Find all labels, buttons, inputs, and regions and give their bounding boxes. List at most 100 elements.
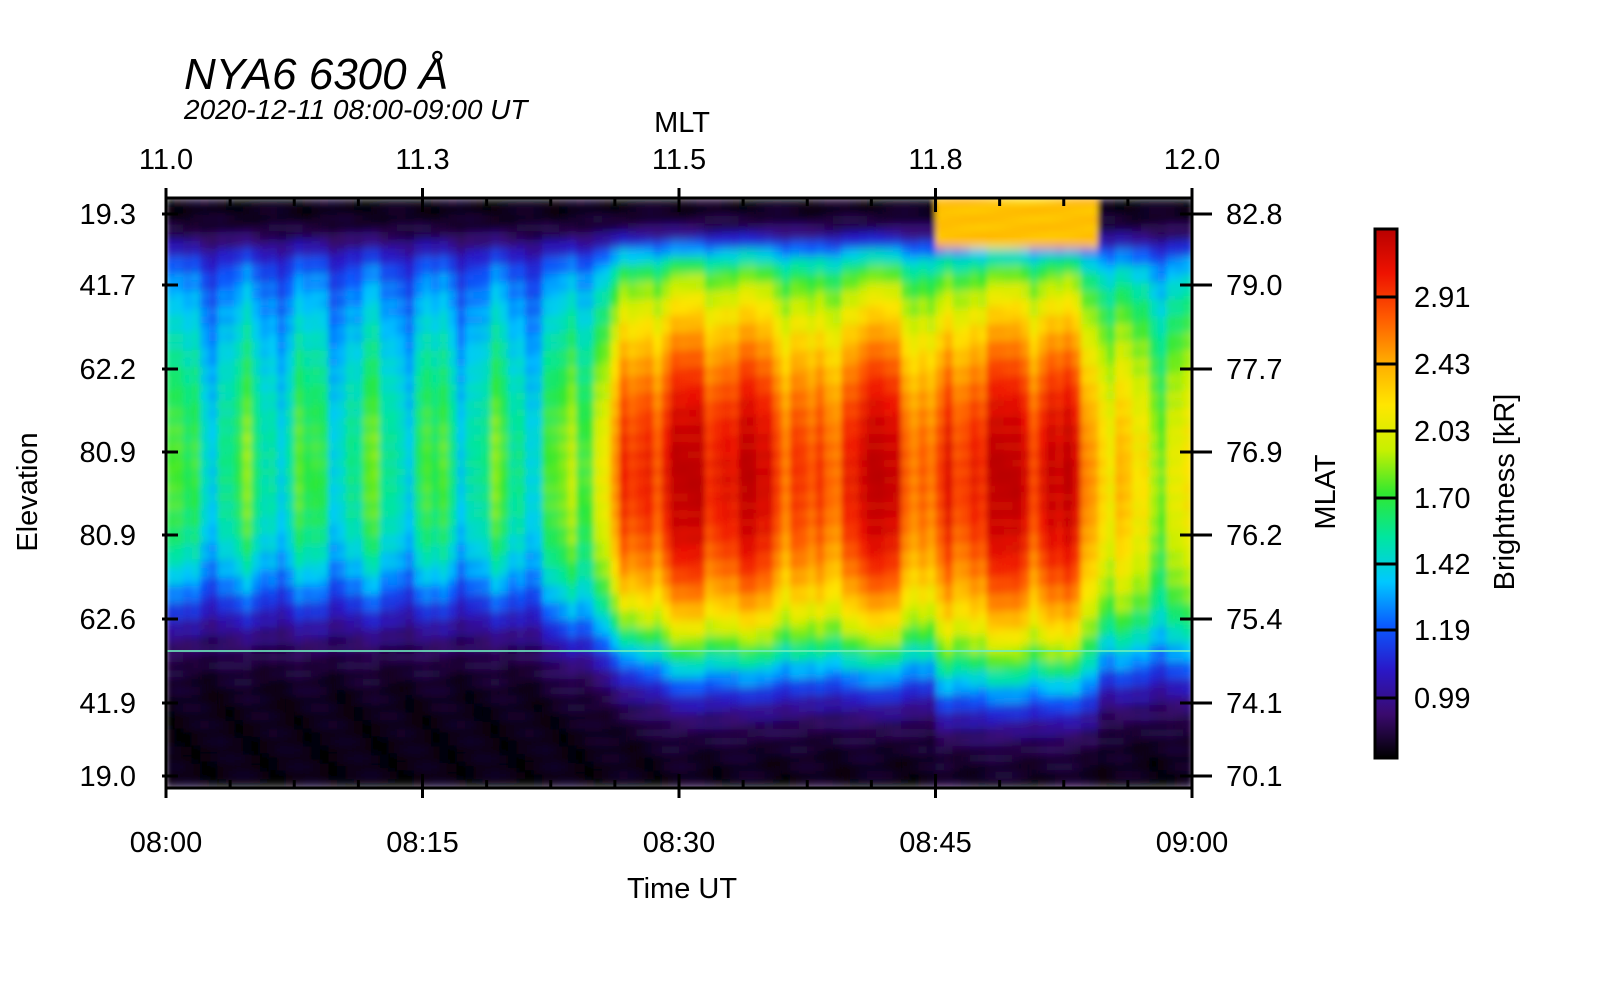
heatmap-cell xyxy=(388,552,398,562)
heatmap-cell xyxy=(200,602,210,612)
heatmap-cell xyxy=(627,695,638,705)
heatmap-cell xyxy=(619,383,629,393)
heatmap-cell xyxy=(696,619,706,629)
heatmap-cell xyxy=(311,737,321,747)
heatmap-cell xyxy=(602,248,612,258)
heatmap-cell xyxy=(499,771,509,781)
heatmap-cell xyxy=(764,526,774,536)
heatmap-cell xyxy=(337,729,347,739)
heatmap-cell xyxy=(439,257,449,267)
heatmap-cell xyxy=(610,425,620,435)
heatmap-cell xyxy=(627,408,638,418)
heatmap-cell xyxy=(260,653,270,663)
heatmap-cell xyxy=(508,585,518,595)
heatmap-cell xyxy=(251,366,261,376)
heatmap-cell xyxy=(584,257,595,267)
heatmap-cell xyxy=(345,720,355,730)
heatmap-cell xyxy=(166,434,176,444)
chart-title: NYA6 6300 Å xyxy=(184,50,448,99)
heatmap-cell xyxy=(294,265,304,275)
heatmap-cell xyxy=(550,484,561,494)
heatmap-cell xyxy=(234,467,244,477)
heatmap-cell xyxy=(696,442,706,452)
heatmap-cell xyxy=(755,240,766,250)
heatmap-cell xyxy=(764,198,774,208)
heatmap-cell xyxy=(183,745,193,756)
heatmap-cell xyxy=(730,577,740,587)
heatmap-cell xyxy=(473,653,484,663)
heatmap-cell xyxy=(755,745,766,756)
heatmap-cell xyxy=(542,745,552,756)
heatmap-cell xyxy=(593,779,603,788)
heatmap-cell xyxy=(354,771,364,781)
heatmap-cell xyxy=(764,661,774,671)
heatmap-cell xyxy=(661,560,672,570)
heatmap-cell xyxy=(277,206,287,216)
heatmap-cell xyxy=(636,442,646,452)
heatmap-cell xyxy=(482,745,492,756)
heatmap-cell xyxy=(542,223,552,233)
heatmap-cell xyxy=(679,577,689,587)
heatmap-cell xyxy=(251,518,261,528)
heatmap-cell xyxy=(602,560,612,570)
heatmap-cell xyxy=(738,712,749,722)
heatmap-cell xyxy=(208,602,219,612)
heatmap-cell xyxy=(576,332,586,343)
heatmap-cell xyxy=(644,316,655,326)
heatmap-cell xyxy=(268,240,278,250)
heatmap-cell xyxy=(413,366,424,376)
heatmap-cell xyxy=(704,257,714,267)
heatmap-cell xyxy=(200,771,210,781)
heatmap-cell xyxy=(439,400,449,410)
heatmap-cell xyxy=(311,703,321,713)
heatmap-cell xyxy=(371,290,381,300)
heatmap-cell xyxy=(533,476,543,486)
heatmap-cell xyxy=(508,434,518,444)
heatmap-cell xyxy=(242,434,253,444)
heatmap-cell xyxy=(166,535,176,545)
heatmap-cell xyxy=(456,240,467,250)
heatmap-cell xyxy=(653,653,663,663)
heatmap-cell xyxy=(277,686,287,697)
heatmap-cell xyxy=(379,745,390,756)
heatmap-cell xyxy=(473,745,484,756)
heatmap-cell xyxy=(439,594,449,604)
heatmap-cell xyxy=(713,290,723,300)
heatmap-cell xyxy=(550,349,561,359)
heatmap-cell xyxy=(473,526,484,536)
heatmap-cell xyxy=(328,661,338,671)
heatmap-cell xyxy=(413,316,424,326)
heatmap-cell xyxy=(277,594,287,604)
heatmap-cell xyxy=(362,484,372,494)
heatmap-cell xyxy=(516,332,526,343)
heatmap-cell xyxy=(183,231,193,241)
heatmap-cell xyxy=(234,611,244,621)
heatmap-cell xyxy=(251,712,261,722)
heatmap-cell xyxy=(670,509,680,520)
heatmap-cell xyxy=(337,636,347,646)
heatmap-cell xyxy=(371,417,381,427)
heatmap-cell xyxy=(627,467,638,477)
heatmap-cell xyxy=(302,476,313,486)
heatmap-cell xyxy=(755,518,766,528)
heatmap-cell xyxy=(413,290,424,300)
heatmap-cell xyxy=(482,425,492,435)
heatmap-cell xyxy=(439,611,449,621)
heatmap-cell xyxy=(268,307,278,317)
heatmap-cell xyxy=(319,636,330,646)
heatmap-cell xyxy=(696,737,706,747)
heatmap-cell xyxy=(354,560,364,570)
heatmap-cell xyxy=(696,299,706,309)
heatmap-cell xyxy=(679,273,689,284)
heatmap-cell xyxy=(704,552,714,562)
heatmap-cell xyxy=(354,611,364,621)
heatmap-cell xyxy=(764,636,774,646)
heatmap-cell xyxy=(217,282,227,292)
heatmap-cell xyxy=(208,198,219,208)
heatmap-cell xyxy=(260,762,270,772)
heatmap-cell xyxy=(696,653,706,663)
heatmap-cell xyxy=(285,459,296,469)
heatmap-cell xyxy=(166,408,176,418)
heatmap-cell xyxy=(525,434,535,444)
heatmap-cell xyxy=(619,737,629,747)
